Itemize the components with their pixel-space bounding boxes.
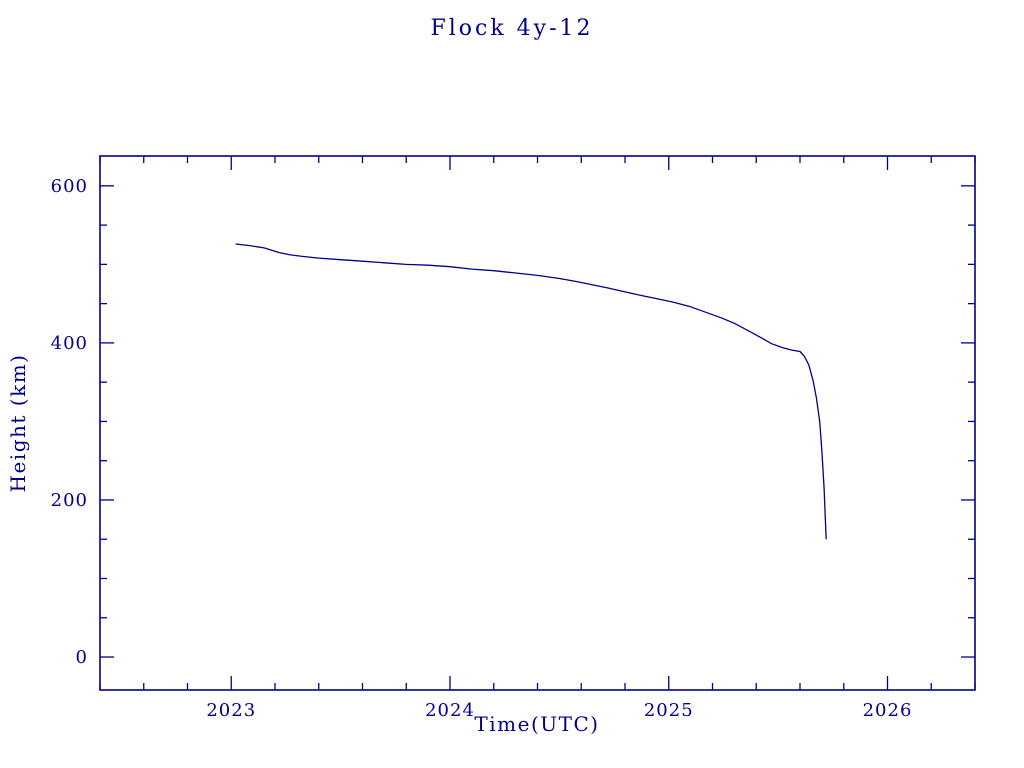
y-tick-label: 600 bbox=[51, 176, 88, 197]
x-tick-label: 2023 bbox=[206, 700, 256, 721]
chart-title: Flock 4y-12 bbox=[430, 16, 594, 41]
x-tick-label: 2025 bbox=[644, 700, 694, 721]
plot-frame bbox=[99, 155, 976, 691]
height-line bbox=[235, 243, 827, 540]
x-axis-label: Time(UTC) bbox=[474, 712, 600, 736]
y-tick-label: 200 bbox=[51, 490, 88, 511]
x-tick-label: 2026 bbox=[863, 700, 913, 721]
y-tick-label: 400 bbox=[51, 333, 88, 354]
y-tick-label: 0 bbox=[76, 647, 88, 668]
x-tick-label: 2024 bbox=[425, 700, 475, 721]
